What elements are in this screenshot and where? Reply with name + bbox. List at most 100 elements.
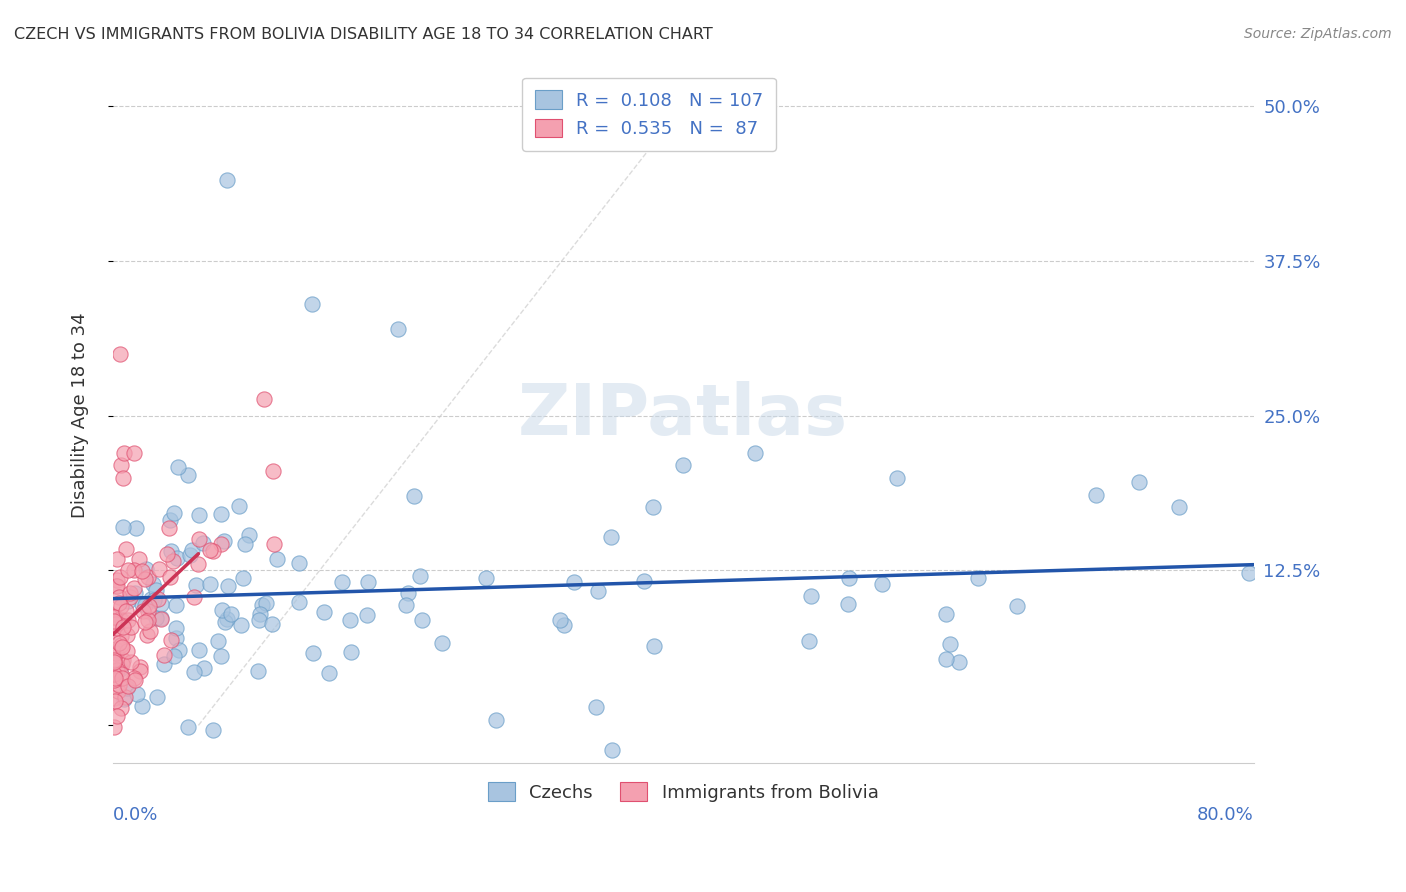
Point [232, 571, 254, 585]
Point [198, 577, 221, 591]
Point [117, 644, 139, 658]
Point [288, 595, 311, 609]
Point [396, 586, 419, 600]
Point [744, 446, 766, 460]
Point [838, 571, 860, 585]
Point [103, 690, 125, 705]
Point [132, 604, 155, 618]
Point [404, 489, 426, 503]
Point [110, 667, 132, 681]
Point [122, 582, 145, 596]
Point [966, 571, 988, 585]
Point [107, 683, 129, 698]
Point [111, 657, 134, 671]
Point [641, 500, 664, 514]
Point [409, 569, 432, 583]
Point [111, 671, 134, 685]
Text: 0.0%: 0.0% [112, 806, 159, 824]
Point [215, 612, 238, 626]
Point [148, 562, 170, 576]
Point [485, 713, 508, 727]
Point [262, 464, 284, 478]
Point [585, 700, 607, 714]
Point [107, 596, 129, 610]
Point [112, 691, 135, 706]
Point [103, 673, 125, 687]
Point [165, 631, 187, 645]
Point [145, 582, 167, 597]
Point [138, 613, 160, 627]
Point [114, 690, 136, 705]
Text: CZECH VS IMMIGRANTS FROM BOLIVIA DISABILITY AGE 18 TO 34 CORRELATION CHART: CZECH VS IMMIGRANTS FROM BOLIVIA DISABIL… [14, 27, 713, 42]
Point [159, 544, 181, 558]
Point [110, 638, 132, 652]
Point [181, 543, 204, 558]
Point [163, 507, 186, 521]
Point [134, 572, 156, 586]
Point [1128, 475, 1150, 489]
Point [553, 617, 575, 632]
Point [332, 574, 354, 589]
Point [188, 643, 211, 657]
Point [136, 604, 159, 618]
Point [129, 659, 152, 673]
Text: Source: ZipAtlas.com: Source: ZipAtlas.com [1244, 27, 1392, 41]
Point [125, 520, 148, 534]
Point [238, 528, 260, 542]
Point [187, 557, 209, 571]
Point [938, 637, 960, 651]
Point [214, 615, 236, 629]
Point [165, 598, 187, 612]
Point [105, 552, 128, 566]
Y-axis label: Disability Age 18 to 34: Disability Age 18 to 34 [72, 313, 89, 518]
Point [124, 673, 146, 687]
Point [148, 592, 170, 607]
Point [339, 613, 361, 627]
Point [107, 591, 129, 605]
Point [886, 470, 908, 484]
Point [301, 297, 323, 311]
Point [233, 537, 256, 551]
Point [117, 614, 139, 628]
Point [188, 508, 211, 523]
Point [111, 519, 134, 533]
Point [105, 579, 128, 593]
Point [1084, 488, 1107, 502]
Point [562, 574, 585, 589]
Point [107, 663, 129, 677]
Point [110, 570, 132, 584]
Point [115, 628, 138, 642]
Point [247, 613, 270, 627]
Point [120, 655, 142, 669]
Point [103, 610, 125, 624]
Point [188, 532, 211, 546]
Point [177, 720, 200, 734]
Point [108, 636, 131, 650]
Point [159, 513, 181, 527]
Point [136, 628, 159, 642]
Point [1237, 566, 1260, 581]
Point [266, 552, 288, 566]
Point [163, 648, 186, 663]
Point [108, 346, 131, 360]
Point [134, 598, 156, 612]
Point [104, 646, 127, 660]
Point [548, 613, 571, 627]
Point [430, 636, 453, 650]
Point [411, 613, 433, 627]
Point [103, 720, 125, 734]
Point [105, 709, 128, 723]
Point [141, 592, 163, 607]
Point [105, 579, 128, 593]
Point [252, 392, 274, 406]
Point [219, 607, 242, 622]
Point [135, 561, 157, 575]
Point [131, 565, 153, 579]
Point [318, 665, 340, 680]
Point [301, 646, 323, 660]
Point [870, 577, 893, 591]
Point [935, 651, 957, 665]
Point [475, 571, 498, 585]
Point [105, 573, 128, 587]
Point [165, 621, 187, 635]
